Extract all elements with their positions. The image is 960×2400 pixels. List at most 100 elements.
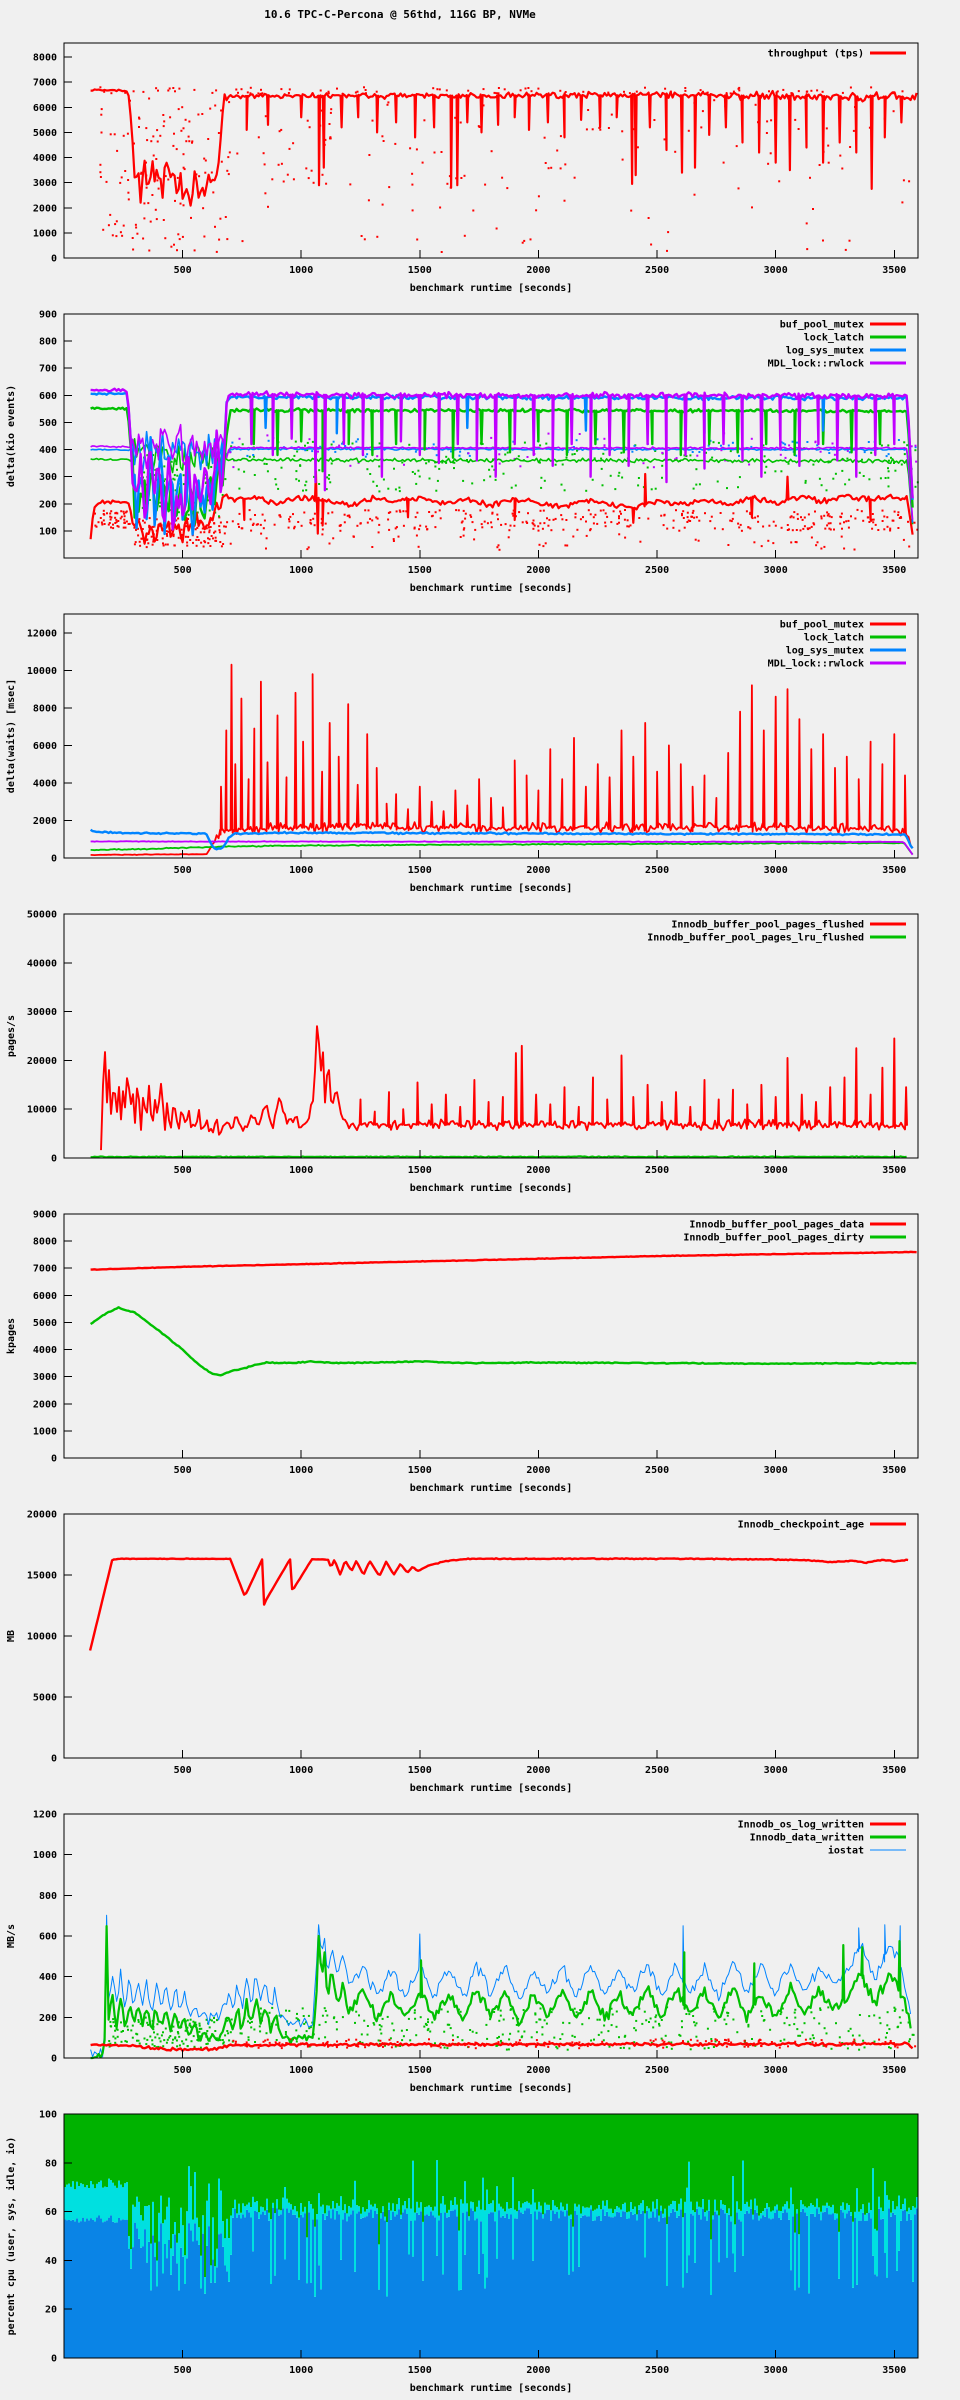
- x-tick-label: 3000: [764, 1765, 788, 1776]
- x-tick-label: 2500: [645, 565, 669, 576]
- y-tick-label: 20: [45, 2305, 57, 2316]
- series-lock_latch-lo: [90, 438, 914, 525]
- x-tick-label: 3000: [764, 865, 788, 876]
- y-tick-label: 4000: [33, 1345, 57, 1356]
- x-tick-label: 2000: [526, 1165, 550, 1176]
- x-tick-label: 500: [174, 865, 192, 876]
- pages-flushed-chart-svg: 0 10000 20000 30000 40000 50000 500 1000 1500 200…: [6, 910, 919, 1194]
- chart-waits: 0 2000 4000 6000 8000 10000 12000 500 1000 1500 20…: [0, 600, 960, 900]
- y-axis-label: kpages: [6, 1318, 17, 1354]
- y-tick-label: 5000: [33, 128, 57, 139]
- x-tick-label: 500: [174, 565, 192, 576]
- y-tick-label: 12000: [27, 628, 57, 639]
- tick-labels: 0 5000 10000 15000 20000 500 1000 1500 2000 2500 3…: [6, 1510, 906, 1795]
- x-tick-label: 3500: [882, 565, 906, 576]
- x-tick-label: 2500: [645, 2365, 669, 2376]
- legend: buf_pool_mutex lock_latch log_sys_mutex MDL…: [768, 320, 906, 370]
- legend-label: log_sys_mutex: [786, 646, 864, 657]
- plot-border: [63, 913, 919, 1159]
- y-tick-label: 100: [39, 526, 57, 537]
- x-tick-label: 1500: [408, 265, 432, 276]
- y-tick-label: 800: [39, 1891, 57, 1902]
- series-MDL_lock::rwlock-lo: [90, 423, 914, 520]
- legend: Innodb_checkpoint_age: [738, 1519, 906, 1531]
- tick-labels: 0 20 40 60 80 100 500 1000 1500 2000 2500 3000 3500 b…: [5, 2110, 906, 2395]
- x-tick-label: 1500: [408, 2365, 432, 2376]
- legend-label: Innodb_buffer_pool_pages_data: [689, 1220, 864, 1231]
- y-tick-label: 300: [39, 472, 57, 483]
- series-Innodb_checkpoint_age: [88, 1557, 909, 1651]
- series-log_sys_mutex: [89, 828, 914, 851]
- legend-label: Innodb_checkpoint_age: [738, 1519, 864, 1531]
- tick-labels: 0 1000 2000 3000 4000 5000 6000 7000 8000 500 1000…: [33, 53, 906, 294]
- y-tick-label: 40: [45, 2256, 57, 2267]
- x-axis-label: benchmark runtime [seconds]: [410, 282, 573, 294]
- x-tick-label: 3000: [764, 2365, 788, 2376]
- y-tick-label: 3000: [33, 1372, 57, 1383]
- x-tick-label: 500: [174, 1165, 192, 1176]
- y-tick-label: 4000: [33, 153, 57, 164]
- legend-label: Innodb_buffer_pool_pages_flushed: [671, 920, 864, 931]
- checkpoint-age-chart-svg: 0 5000 10000 15000 20000 500 1000 1500 2000 2500 3…: [6, 1510, 919, 1795]
- legend: buf_pool_mutex lock_latch log_sys_mutex MDL…: [768, 620, 906, 670]
- buffer-pool-pages-chart-svg: 0 1000 2000 3000 4000 5000 6000 7000 8000 9000 500…: [6, 1210, 919, 1494]
- y-tick-label: 800: [39, 337, 57, 348]
- series-buf_pool_mutex: [90, 663, 914, 856]
- series-iostat: [90, 1914, 912, 2058]
- y-tick-label: 1000: [33, 228, 57, 239]
- y-tick-label: 80: [45, 2158, 57, 2169]
- x-tick-label: 1000: [289, 265, 313, 276]
- axes: [63, 2113, 919, 2359]
- scatter-green: [141, 440, 919, 518]
- x-axis-label: benchmark runtime [seconds]: [410, 2082, 573, 2094]
- y-tick-label: 1200: [33, 1810, 57, 1821]
- x-tick-label: 3000: [764, 2065, 788, 2076]
- waits-chart-svg: 0 2000 4000 6000 8000 10000 12000 500 1000 1500 20…: [5, 613, 919, 894]
- y-tick-label: 20000: [27, 1510, 57, 1521]
- x-axis-label: benchmark runtime [seconds]: [410, 1482, 573, 1494]
- y-tick-label: 10000: [27, 1105, 57, 1116]
- scatter-red: [94, 508, 919, 551]
- y-tick-label: 400: [39, 1972, 57, 1983]
- x-tick-label: 1000: [289, 865, 313, 876]
- y-tick-label: 6000: [33, 741, 57, 752]
- x-tick-label: 1000: [289, 2365, 313, 2376]
- series-Innodb_data_written: [90, 1925, 912, 2060]
- x-tick-label: 3000: [764, 1165, 788, 1176]
- chart-io-throughput: 0 200 400 600 800 1000 1200 500 1000 1500 2000 2500…: [0, 1800, 960, 2100]
- x-tick-label: 3500: [882, 1165, 906, 1176]
- io-throughput-chart-svg: 0 200 400 600 800 1000 1200 500 1000 1500 2000 2500…: [6, 1810, 919, 2094]
- x-tick-label: 1000: [289, 1765, 313, 1776]
- y-tick-label: 600: [39, 1932, 57, 1943]
- legend-label: MDL_lock::rwlock: [768, 359, 864, 370]
- legend-label: Innodb_os_log_written: [738, 1819, 864, 1831]
- y-tick-label: 100: [39, 2110, 57, 2121]
- x-tick-label: 1000: [289, 2065, 313, 2076]
- x-tick-label: 1500: [408, 1165, 432, 1176]
- x-tick-label: 2000: [526, 865, 550, 876]
- x-tick-label: 1000: [289, 1165, 313, 1176]
- legend: Innodb_buffer_pool_pages_dataInnodb_buff…: [683, 1220, 906, 1244]
- y-tick-label: 400: [39, 445, 57, 456]
- series-Innodb_buffer_pool_pages_lru_flushed: [90, 1155, 907, 1159]
- x-tick-label: 500: [174, 1765, 192, 1776]
- x-tick-label: 3000: [764, 565, 788, 576]
- y-axis-label: delta(kio events): [5, 385, 17, 487]
- x-axis-label: benchmark runtime [seconds]: [410, 1782, 573, 1794]
- x-axis-label: benchmark runtime [seconds]: [410, 2382, 573, 2394]
- series-Innodb_buffer_pool_pages_flushed: [100, 1025, 908, 1151]
- y-tick-label: 7000: [33, 78, 57, 89]
- y-tick-label: 30000: [27, 1007, 57, 1018]
- y-tick-label: 50000: [27, 910, 57, 921]
- axes: [63, 613, 919, 859]
- tick-labels: 100 200 300 400 500 600 700 800 900 500 1000 1500 20…: [5, 310, 906, 595]
- kio-events-chart-svg: 100 200 300 400 500 600 700 800 900 500 1000 1500 20…: [5, 310, 919, 595]
- y-tick-label: 0: [51, 1154, 57, 1165]
- x-tick-label: 2000: [526, 2065, 550, 2076]
- cpu-idle-area: [64, 2114, 918, 2277]
- x-tick-label: 500: [174, 265, 192, 276]
- legend-label: lock_latch: [804, 633, 864, 644]
- legend-label: buf_pool_mutex: [780, 620, 864, 631]
- x-tick-label: 1000: [289, 565, 313, 576]
